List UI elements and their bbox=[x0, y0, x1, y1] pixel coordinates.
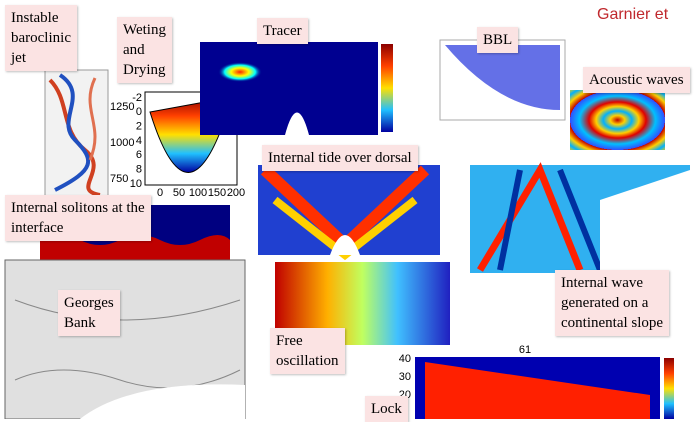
label-line: and bbox=[123, 42, 145, 58]
solitons-layer bbox=[40, 235, 230, 260]
label-box: BBL bbox=[477, 27, 519, 53]
tick-label: 50 bbox=[173, 187, 185, 199]
tick-label: 150 bbox=[208, 187, 226, 199]
label-box: Tracer bbox=[257, 18, 308, 44]
tick-label: 0 bbox=[136, 106, 142, 118]
label-box: Lock bbox=[365, 396, 408, 422]
label-line: Internal wave bbox=[561, 275, 644, 291]
slope-beam bbox=[497, 168, 603, 272]
tick-label: 2 bbox=[136, 121, 142, 133]
label-line: Internal solitons at the bbox=[11, 200, 145, 216]
georges-bottom bbox=[80, 384, 245, 419]
tick-label: -2 bbox=[132, 92, 142, 104]
label-line: Weting bbox=[123, 22, 166, 38]
slope-shelf bbox=[600, 170, 690, 273]
label-line: Internal tide over dorsal bbox=[268, 150, 412, 166]
tide-dorsal bbox=[330, 235, 360, 255]
author: Garnier et bbox=[597, 6, 669, 23]
label-line: jet bbox=[11, 50, 26, 66]
label-box: Internal solitons at the interface bbox=[5, 195, 151, 241]
label-line: Free bbox=[276, 333, 303, 349]
tick-label: 30 bbox=[399, 371, 411, 383]
lock-title: 61 bbox=[519, 344, 531, 356]
label-box: Georges Bank bbox=[58, 290, 120, 336]
bbl-shape bbox=[445, 45, 560, 110]
tracer-image bbox=[200, 42, 378, 135]
label-line: Instable bbox=[11, 10, 59, 26]
label-box: Internal tide over dorsal bbox=[262, 145, 418, 171]
colorbar bbox=[381, 44, 393, 132]
tick-label: 10 bbox=[130, 178, 142, 190]
label-box: Free oscillation bbox=[270, 328, 345, 374]
acoustic-image bbox=[570, 90, 665, 150]
contour bbox=[14, 299, 241, 321]
label-line: Drying bbox=[123, 62, 166, 78]
tick-label: 200 bbox=[227, 187, 245, 199]
jet-image bbox=[44, 69, 109, 201]
label-box: Internal wave generated on a continental s… bbox=[555, 270, 670, 336]
label-line: interface bbox=[11, 220, 64, 236]
slope-beam bbox=[476, 162, 584, 272]
lock-front bbox=[425, 362, 650, 419]
label-box: Acoustic waves bbox=[583, 67, 690, 93]
jet-swirl bbox=[88, 77, 97, 161]
label-line: BBL bbox=[483, 32, 513, 48]
label-line: Lock bbox=[371, 401, 402, 417]
tracer-spot bbox=[218, 62, 262, 82]
tick-label: 100 bbox=[189, 187, 207, 199]
tick-label: 40 bbox=[399, 353, 411, 365]
tick-label: 6 bbox=[136, 149, 142, 161]
jet-swirl bbox=[54, 73, 91, 192]
label-line: Acoustic waves bbox=[589, 72, 684, 88]
colorbar bbox=[664, 358, 674, 419]
label-line: Tracer bbox=[263, 23, 302, 39]
tick-label: 1250 bbox=[110, 101, 134, 113]
label-line: oscillation bbox=[276, 353, 339, 369]
label-line: baroclinic bbox=[11, 30, 71, 46]
tick-label: 1000 bbox=[110, 137, 134, 149]
tick-label: 750 bbox=[110, 173, 128, 185]
contour bbox=[14, 369, 241, 389]
tick-label: 8 bbox=[136, 164, 142, 176]
tracer-bump bbox=[285, 112, 309, 135]
label-box: Instable baroclinic jet bbox=[5, 5, 77, 71]
label-line: generated on a bbox=[561, 295, 649, 311]
label-line: Georges bbox=[64, 295, 114, 311]
label-line: Bank bbox=[64, 315, 96, 331]
label-box: Weting and Drying bbox=[117, 17, 172, 83]
tick-label: 4 bbox=[136, 135, 142, 147]
label-line: continental slope bbox=[561, 315, 664, 331]
tick-label: 0 bbox=[157, 187, 163, 199]
